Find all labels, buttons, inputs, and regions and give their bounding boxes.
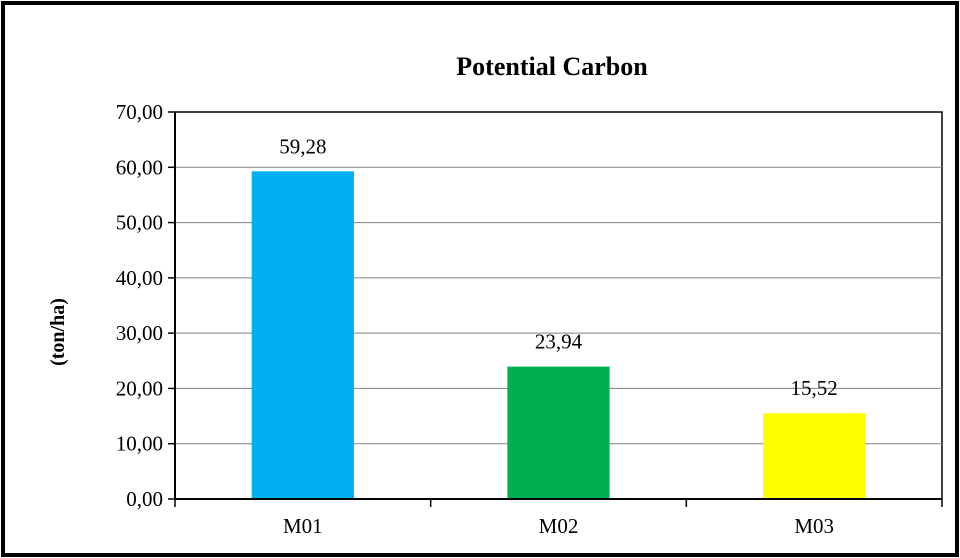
y-tick-label: 30,00 xyxy=(116,321,163,345)
x-tick-label: M01 xyxy=(283,514,323,538)
bar-m01 xyxy=(251,171,354,499)
data-label: 59,28 xyxy=(279,134,326,158)
x-tick-label: M03 xyxy=(794,514,834,538)
y-tick-label: 70,00 xyxy=(116,100,163,124)
labels: 0,00 10,00 20,00 30,00 40,00 50,00 60,00 70,00 5… xyxy=(116,100,838,538)
data-label: 15,52 xyxy=(791,376,838,400)
y-axis-label: (ton/ha) xyxy=(47,298,69,366)
data-label: 23,94 xyxy=(535,330,583,354)
y-tick-label: 60,00 xyxy=(116,155,163,179)
x-tick-label: M02 xyxy=(539,514,579,538)
y-tick-label: 10,00 xyxy=(116,432,163,456)
bar-m02 xyxy=(507,366,610,499)
chart-title: Potential Carbon xyxy=(456,52,648,81)
y-tick-label: 0,00 xyxy=(126,487,163,511)
axes xyxy=(168,111,943,507)
bars xyxy=(251,171,866,499)
bar-m03 xyxy=(763,413,866,499)
y-tick-label: 40,00 xyxy=(116,266,163,290)
y-tick-label: 20,00 xyxy=(116,376,163,400)
y-tick-label: 50,00 xyxy=(116,211,163,235)
